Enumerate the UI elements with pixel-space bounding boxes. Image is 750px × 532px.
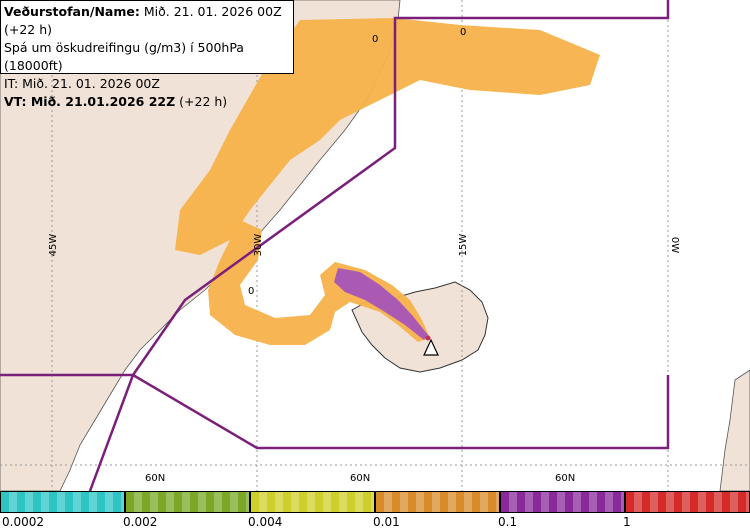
legend-cell-0	[0, 491, 125, 513]
fir-boundary-south	[88, 374, 135, 491]
info-line-4: VT: Mið. 21.01.2026 22Z (+22 h)	[4, 93, 290, 111]
lon-label-45w: 45W	[48, 234, 59, 257]
info-line-2: Spá um öskudreifingu (g/m3) í 500hPa (18…	[4, 40, 244, 73]
contour-label-c: 0	[248, 286, 254, 297]
legend-cell-3	[375, 491, 500, 513]
info-line-1-bold: Veðurstofan/Name:	[4, 4, 140, 19]
legend-cell-1	[125, 491, 250, 513]
info-line-1: Veðurstofan/Name: Mið. 21. 01. 2026 00Z …	[4, 3, 290, 39]
ash-band-north	[175, 18, 600, 255]
fir-boundary-lower	[132, 373, 670, 450]
legend-tick-4: 0.1	[498, 515, 518, 529]
legend-tick-2: 0.004	[248, 515, 283, 529]
legend-tick-0: 0.0002	[2, 515, 44, 529]
info-line-4-rest: (+22 h)	[179, 94, 228, 109]
info-line-1-rest: Mið. 21. 01. 2026 00Z (+22 h)	[4, 4, 282, 37]
legend-cell-4	[500, 491, 625, 513]
lon-label-30w: 30W	[253, 234, 264, 257]
legend-tick-3: 0.01	[373, 515, 400, 529]
color-legend: 0.0002 0.002 0.004 0.01 0.1 1	[0, 491, 750, 532]
legend-tick-1: 0.002	[123, 515, 158, 529]
info-line-4-bold: VT: Mið. 21.01.2026 22Z	[4, 94, 176, 109]
forecast-info-box: Veðurstofan/Name: Mið. 21. 01. 2026 00Z …	[0, 0, 294, 109]
volcano-marker	[423, 335, 439, 356]
contour-label-b: 0	[460, 27, 466, 38]
lat-label-60n-b: 60N	[350, 473, 370, 484]
ash-purple-plume	[334, 268, 428, 340]
legend-cell-5	[625, 491, 750, 513]
legend-color-cells	[0, 491, 750, 513]
lat-label-60n-a: 60N	[145, 473, 165, 484]
lon-label-15w: 15W	[458, 234, 469, 257]
ash-band-hook	[208, 220, 430, 345]
legend-tick-labels: 0.0002 0.002 0.004 0.01 0.1 1	[0, 513, 750, 532]
lat-label-60n-c: 60N	[555, 473, 575, 484]
map-canvas: 45W 30W 15W 0W 60N 60N 60N 0 0 0	[0, 0, 750, 491]
norway-land	[719, 369, 750, 491]
contour-label-a: 0	[372, 34, 378, 45]
legend-tick-5: 1	[623, 515, 631, 529]
lon-label-0w: 0W	[669, 237, 680, 253]
legend-cell-2	[250, 491, 375, 513]
info-line-3: IT: Mið. 21. 01. 2026 00Z	[4, 76, 160, 91]
